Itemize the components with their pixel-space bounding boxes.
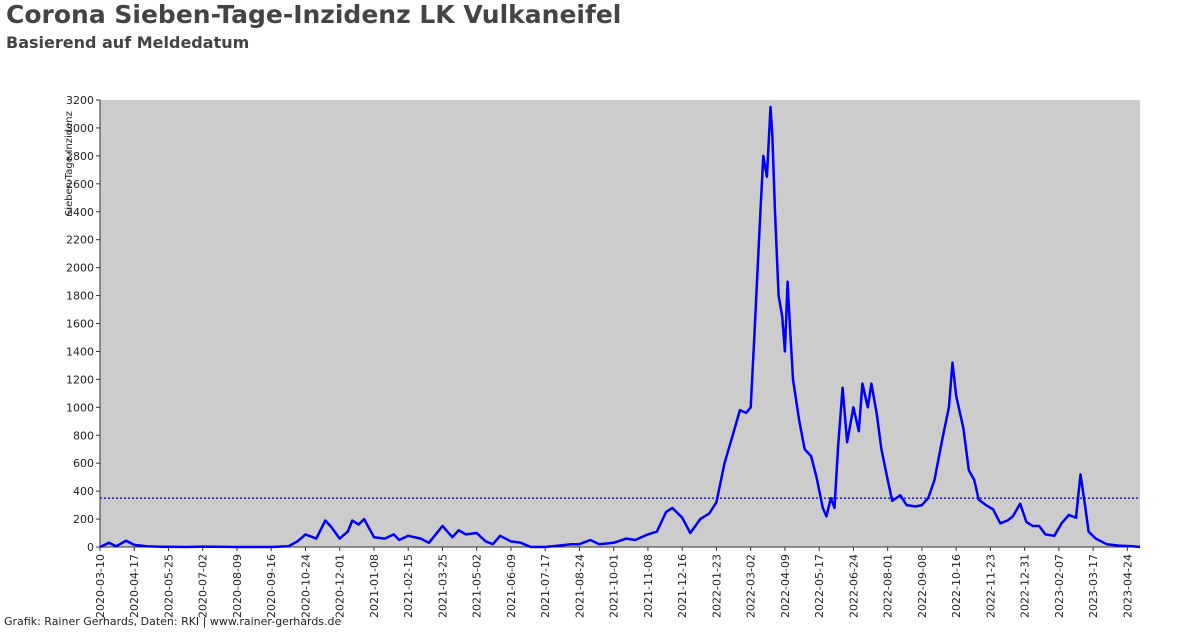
plot-area [100,100,1140,547]
y-tick-label: 1800 [66,290,94,303]
y-tick-label: 1400 [66,345,94,358]
x-tick-label: 2022-03-02 [745,554,758,618]
x-tick-label: 2023-03-17 [1087,554,1100,618]
x-tick-label: 2021-03-25 [436,554,449,618]
y-tick-label: 800 [73,429,94,442]
x-tick-label: 2022-12-31 [1019,554,1032,618]
x-tick-label: 2022-05-17 [813,554,826,618]
x-tick-label: 2020-12-01 [334,554,347,618]
x-tick-label: 2022-06-24 [847,554,860,618]
x-tick-label: 2020-03-10 [94,554,107,618]
y-tick-label: 2400 [66,206,94,219]
y-tick-label: 0 [87,541,94,554]
y-tick-label: 2000 [66,262,94,275]
x-tick-label: 2021-07-17 [539,554,552,618]
x-tick-label: 2020-05-25 [162,554,175,618]
x-tick-label: 2023-02-07 [1053,554,1066,618]
x-tick-label: 2021-10-01 [608,554,621,618]
y-axis-label: Sieben-Tage-Inzidenz [64,111,75,216]
x-tick-label: 2021-12-16 [676,554,689,618]
y-tick-label: 2200 [66,234,94,247]
x-tick-label: 2021-02-15 [402,554,415,618]
x-tick-label: 2023-04-24 [1121,554,1134,618]
chart-title: Corona Sieben-Tage-Inzidenz LK Vulkaneif… [6,0,621,29]
y-tick-label: 3200 [66,94,94,107]
x-tick-label: 2022-08-01 [882,554,895,618]
x-tick-label: 2022-09-08 [916,554,929,618]
x-tick-label: 2021-08-24 [573,554,586,618]
y-tick-label: 600 [73,457,94,470]
x-tick-label: 2022-10-16 [950,554,963,618]
y-tick-label: 1600 [66,318,94,331]
y-tick-label: 2600 [66,178,94,191]
x-tick-label: 2022-11-23 [984,554,997,618]
x-tick-label: 2022-04-09 [779,554,792,618]
chart-subtitle: Basierend auf Meldedatum [6,33,249,52]
y-tick-label: 400 [73,485,94,498]
x-tick-label: 2020-08-09 [231,554,244,618]
y-tick-label: 1200 [66,373,94,386]
source: Grafik: Rainer Gerhards, Daten: RKI | ww… [4,615,342,628]
x-tick-label: 2021-01-08 [368,554,381,618]
data-line [99,105,1141,549]
x-tick-label: 2021-11-08 [642,554,655,618]
y-tick-label: 200 [73,513,94,526]
x-tick-label: 2021-05-02 [471,554,484,618]
x-tick-label: 2020-10-24 [299,554,312,618]
x-tick-label: 2020-04-17 [128,554,141,618]
x-tick-label: 2020-09-16 [265,554,278,618]
x-tick-label: 2020-07-02 [197,554,210,618]
y-tick-label: 2800 [66,150,94,163]
x-tick-label: 2022-01-23 [710,554,723,618]
y-tick-label: 3000 [66,122,94,135]
y-tick-label: 1000 [66,401,94,414]
x-tick-label: 2021-06-09 [505,554,518,618]
